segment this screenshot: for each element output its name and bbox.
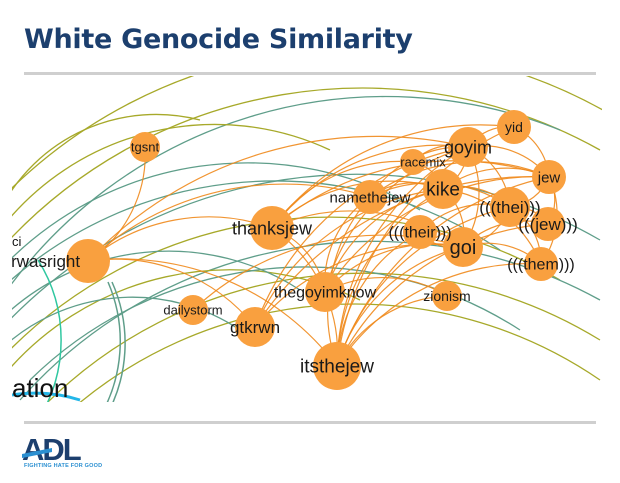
background-edge [12, 123, 331, 217]
node-tgsnt [130, 132, 160, 162]
node-label-thei: (((thei))) [479, 198, 540, 217]
node-label-goi: goi [450, 237, 477, 259]
node-label-itsthejew: itsthejew [300, 357, 374, 378]
node-label-zionism: zionism [423, 288, 470, 304]
node-gtkrwn [235, 307, 275, 347]
node-racemix [400, 149, 426, 175]
node-label-hitlerwasright: hitlerwasright [12, 252, 80, 271]
edge-gtkrwn-kike [254, 188, 444, 328]
node-jew [532, 160, 566, 194]
node-thegoyimknow [305, 272, 345, 312]
node-goyim [448, 127, 488, 167]
background-edge [12, 76, 602, 189]
node-dailystorm [178, 295, 208, 325]
background-edge [12, 113, 201, 192]
bottom-divider [24, 421, 596, 424]
node-label-thanksjew: thanksjew [232, 218, 313, 238]
node-label-them: (((them))) [507, 257, 575, 274]
edge-gtkrwn-goyim [254, 146, 469, 328]
cut-off-label-ci: ci [12, 234, 22, 249]
edge-thanksjew-goyim [271, 144, 469, 229]
node-label-their: (((their))) [388, 225, 451, 242]
adl-tagline: FIGHTING HATE FOR GOOD [24, 463, 103, 469]
adl-logo: ADL [22, 432, 102, 474]
node-thei [490, 187, 530, 227]
node-label-gtkrwn: gtkrwn [230, 318, 280, 337]
background-edge [19, 240, 601, 401]
background-edge [12, 162, 421, 259]
node-thanksjew [250, 206, 294, 250]
svg-text:ADL: ADL [22, 432, 81, 464]
background-edge [12, 250, 301, 310]
node-namethejew [353, 180, 387, 214]
similarity-network-graph: tgsnt hitlerwasright thanksjew namethejew ra… [12, 76, 602, 402]
node-jew3 [531, 207, 565, 241]
node-label-jew3: (((jew))) [518, 215, 577, 234]
background-edge [12, 180, 501, 281]
graph-labels: tgsnt hitlerwasright thanksjew namethejew ra… [12, 119, 578, 378]
background-edge [111, 281, 126, 402]
background-edge [12, 391, 81, 402]
edge-hitlerwasright-goyim [87, 135, 469, 262]
node-label-jew: jew [537, 169, 561, 186]
node-label-kike: kike [426, 180, 460, 201]
background-edge [12, 296, 241, 341]
node-label-tgsnt: tgsnt [131, 140, 160, 155]
edge-hitlerwasright-thanksjew [87, 216, 273, 262]
background-edge [106, 281, 121, 402]
node-their [403, 215, 437, 249]
edge-hitlerwasright-gtkrwn [87, 258, 256, 328]
background-edge [12, 95, 561, 285]
edge-thegoyimknow-jew [324, 176, 550, 293]
node-label-thegoyimknow: thegoyimknow [274, 285, 377, 302]
background-edge [47, 272, 601, 402]
node-them [524, 247, 558, 281]
edge-itsthejew-jew3 [336, 223, 549, 367]
node-label-goyim: goyim [444, 137, 492, 157]
edge-itsthejew-thei [336, 206, 511, 367]
edge-gtkrwn-goi [254, 243, 464, 328]
top-divider [24, 72, 596, 75]
edge-itsthejew-kike [336, 188, 444, 367]
node-kike [423, 169, 463, 209]
edge-hitlerwasright-namethejew [87, 183, 371, 262]
node-goi [443, 227, 483, 267]
node-hitlerwasright [66, 239, 110, 283]
edge-itsthejew-them [336, 262, 542, 367]
background-edge [37, 259, 62, 402]
node-zionism [432, 281, 462, 311]
slide-title: White Genocide Similarity [24, 24, 413, 55]
node-label-namethejew: namethejew [330, 189, 411, 206]
node-itsthejew [313, 342, 361, 390]
graph-nodes [66, 110, 566, 390]
node-label-dailystorm: dailystorm [163, 303, 222, 318]
node-yid [497, 110, 531, 144]
node-label-yid: yid [505, 119, 523, 135]
cut-off-label-ation: ation [12, 373, 68, 402]
node-label-racemix: racemix [400, 155, 446, 170]
